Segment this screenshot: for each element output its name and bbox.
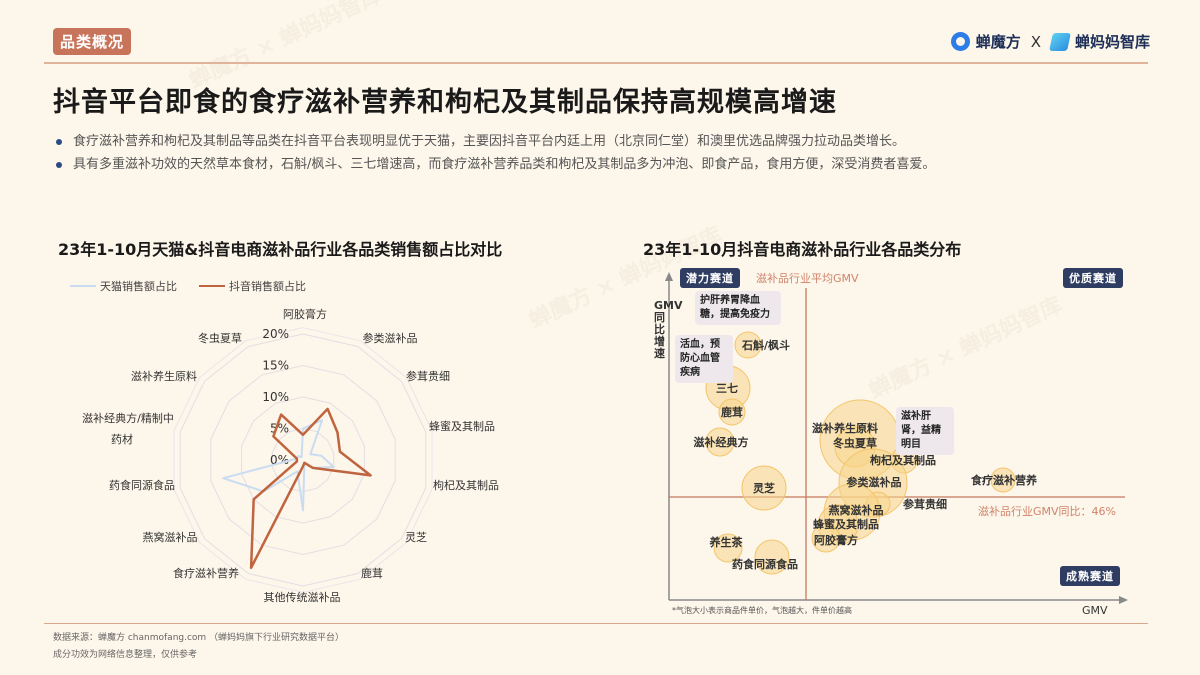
bullet-item: 具有多重滋补功效的天然草本食材，石斛/枫斗、三七增速高，而食疗滋补营养品类和枸杞… (56, 153, 935, 176)
radar-tick-label: 20% (262, 327, 289, 341)
bubble (811, 523, 841, 553)
avg-gmv-label: 滋补品行业平均GMV (756, 272, 859, 285)
radar-series-tmall (222, 419, 335, 512)
footer: 数据来源：蝉魔方 chanmofang.com （蝉妈妈旗下行业研究数据平台） … (53, 630, 344, 664)
bubble-label: 参类滋补品 (847, 475, 902, 489)
bubble-label: 药食同源食品 (732, 557, 798, 571)
quadrant-badge-potential: 潜力赛道 (680, 268, 740, 288)
page-title: 抖音平台即食的食疗滋补营养和枸杞及其制品保持高规模高增速 (53, 87, 837, 118)
bubble-label: 枸杞及其制品 (870, 453, 936, 467)
bubble-label: 蜂蜜及其制品 (813, 517, 879, 531)
radar-axis-label: 其他传统滋补品 (264, 591, 341, 604)
radar-grid-ring (179, 333, 427, 587)
callout-gouqi: 滋补肝肾，益精明目 (896, 407, 954, 455)
bubble (705, 427, 735, 457)
disclaimer: 成分功效为网络信息整理，仅供参考 (53, 650, 198, 660)
bullet-item: 食疗滋补营养和枸杞及其制品等品类在抖音平台表现明显优于天猫，主要因抖音平台内廷上… (56, 130, 935, 153)
radar-grid-ring (241, 396, 365, 524)
y-axis-label: GMV同比增速 (654, 299, 683, 360)
bubble-label: 三七 (716, 381, 738, 395)
bubble (990, 467, 1016, 493)
radar-axis-label: 灵芝 (405, 531, 427, 544)
legend-swatch-douyin (199, 285, 225, 287)
bubble-label: 灵芝 (753, 481, 775, 495)
bubble (718, 398, 746, 426)
radar-axis-label: 燕窝滋补品 (143, 530, 198, 544)
brand-left: 蝉魔方 (975, 33, 1021, 51)
legend-item-douyin: 抖音销售额占比 (199, 278, 306, 294)
radar-axis-label: 参茸贵细 (406, 369, 450, 383)
radar-axis-label: 鹿茸 (361, 566, 383, 580)
section-tag: 品类概况 (53, 28, 132, 55)
radar-axis-label: 蜂蜜及其制品 (429, 419, 495, 433)
legend-label: 抖音销售额占比 (229, 280, 306, 293)
legend-swatch-tmall (70, 285, 96, 287)
x-axis-arrow-icon (1119, 596, 1128, 604)
bubble (741, 465, 787, 511)
radar-legend: 天猫销售额占比 抖音销售额占比 (70, 278, 306, 294)
bubble-chart-title: 23年1-10月抖音电商滋补品行业各品类分布 (643, 240, 962, 259)
radar-axis-label: 药食同源食品 (109, 478, 175, 492)
legend-label: 天猫销售额占比 (100, 280, 177, 293)
header-divider (44, 62, 1148, 64)
brand-right: 蝉妈妈智库 (1074, 33, 1150, 51)
quadrant-badge-quality: 优质赛道 (1063, 268, 1123, 288)
bubble-label: 燕窝滋补品 (829, 503, 884, 517)
bubble (754, 539, 790, 575)
avg-growth-label: 滋补品行业GMV同比：46% (978, 505, 1116, 518)
radar-axis-label: 滋补养生原料 (131, 369, 197, 383)
bubble-label: 鹿茸 (721, 405, 743, 419)
radar-axis-label: 药材 (111, 432, 133, 446)
bubble-label: 冬虫夏草 (833, 436, 877, 450)
radar-chart-title: 23年1-10月天猫&抖音电商滋补品行业各品类销售额占比对比 (58, 240, 503, 259)
footer-divider (44, 623, 1148, 624)
bubble-note: *气泡大小表示商品件单价，气泡越大，件单价越高 (672, 606, 852, 615)
summary-bullets: 食疗滋补营养和枸杞及其制品等品类在抖音平台表现明显优于天猫，主要因抖音平台内廷上… (56, 130, 935, 176)
bubble-label: 参茸贵细 (903, 497, 947, 511)
callout-sanqi: 活血，预防心血管疾病 (675, 335, 733, 383)
radar-axis-label: 冬虫夏草 (198, 331, 242, 345)
radar-axis-label: 枸杞及其制品 (433, 478, 499, 492)
radar-outer-ring (173, 327, 433, 593)
radar-axis-label: 阿胶膏方 (283, 307, 327, 321)
radar-axis-label: 滋补经典方/精制中 (82, 411, 174, 425)
data-source: 数据来源：蝉魔方 chanmofang.com （蝉妈妈旗下行业研究数据平台） (53, 633, 345, 643)
radar-series-douyin (249, 407, 372, 570)
brand-logos: 蝉魔方 X 蝉妈妈智库 (950, 31, 1150, 52)
chanmofang-logo-icon (950, 32, 970, 51)
x-axis-label: GMV (1082, 604, 1108, 617)
radar-axis-label: 参类滋补品 (363, 331, 418, 345)
bubble-label: 滋补经典方 (694, 435, 749, 449)
quadrant-badge-mature: 成熟赛道 (1060, 566, 1120, 586)
radar-axis-label: 食疗滋补营养 (173, 566, 239, 580)
y-axis-arrow-icon (665, 272, 673, 281)
bubble-label: 滋补养生原料 (812, 421, 878, 435)
radar-chart: 0%5%10%15%20%阿胶膏方参类滋补品参茸贵细蜂蜜及其制品枸杞及其制品灵芝… (82, 307, 499, 604)
bubble-label: 食疗滋补营养 (971, 473, 1038, 487)
callout-shihu: 护肝养胃降血糖，提高免疫力 (695, 291, 781, 325)
bubble-label: 养生茶 (709, 535, 744, 549)
bubble (713, 533, 743, 563)
bubble (734, 331, 762, 359)
radar-tick-label: 10% (262, 390, 289, 404)
radar-tick-label: 15% (262, 359, 289, 373)
brand-separator: X (1030, 32, 1041, 51)
legend-item-tmall: 天猫销售额占比 (70, 278, 177, 294)
bubble-label: 石斛/枫斗 (741, 338, 790, 352)
radar-grid-ring (210, 364, 396, 556)
bubble-label: 阿胶膏方 (814, 533, 858, 547)
